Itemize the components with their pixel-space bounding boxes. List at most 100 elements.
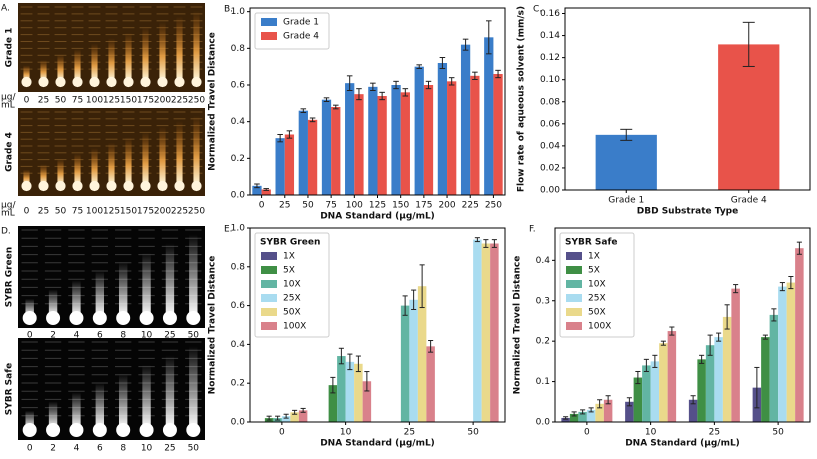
bar bbox=[484, 37, 494, 196]
x-tick-label: 25 bbox=[279, 201, 290, 211]
lane-label: 0 bbox=[27, 444, 33, 454]
bulb bbox=[69, 422, 84, 438]
y-tick-label: 0.6 bbox=[231, 81, 246, 91]
bar bbox=[414, 66, 424, 196]
legend-swatch bbox=[261, 280, 277, 288]
y-axis-label: Normalized Travel Distance bbox=[513, 256, 523, 395]
streak bbox=[95, 271, 105, 316]
bulb bbox=[22, 310, 37, 326]
streak bbox=[165, 355, 175, 428]
streak bbox=[72, 392, 81, 428]
bar bbox=[426, 346, 435, 422]
bulb bbox=[38, 180, 49, 192]
streak bbox=[142, 364, 151, 428]
bar bbox=[714, 337, 723, 422]
bulb bbox=[174, 180, 185, 192]
lane-label: 100 bbox=[86, 207, 103, 217]
lane-label: 0 bbox=[27, 331, 33, 341]
x-tick-label: 10 bbox=[645, 428, 657, 438]
lane-label: 25 bbox=[38, 207, 49, 217]
streak bbox=[142, 252, 151, 316]
panel-label: B. bbox=[224, 5, 233, 15]
legend-label: 5X bbox=[283, 266, 295, 276]
bulb bbox=[162, 310, 177, 326]
streak bbox=[40, 164, 47, 184]
bar bbox=[275, 138, 285, 195]
bar bbox=[786, 282, 796, 422]
bar bbox=[460, 44, 471, 195]
bar bbox=[298, 110, 308, 195]
lane-label: 200 bbox=[154, 207, 171, 217]
bar bbox=[578, 411, 587, 422]
bar bbox=[769, 314, 779, 422]
bar bbox=[321, 99, 332, 195]
streak bbox=[48, 289, 58, 316]
lane-label: 6 bbox=[97, 331, 103, 341]
bar bbox=[642, 365, 651, 422]
x-tick-label: Grade 1 bbox=[608, 196, 644, 206]
lane-label: 25 bbox=[164, 331, 175, 341]
y-tick-label: 0.12 bbox=[540, 53, 560, 63]
lane-label: 125 bbox=[103, 207, 120, 217]
lane-label: 8 bbox=[120, 444, 126, 454]
lane-label: 50 bbox=[188, 444, 200, 454]
bulb bbox=[157, 76, 168, 88]
legend-label: 1X bbox=[588, 252, 600, 262]
streak bbox=[25, 410, 34, 428]
bulb bbox=[106, 180, 117, 192]
lane-label: 4 bbox=[74, 331, 80, 341]
y-tick-label: 0.0 bbox=[536, 418, 551, 428]
streak bbox=[91, 43, 98, 80]
lane-label: 10 bbox=[141, 331, 153, 341]
x-tick-label: 0 bbox=[279, 428, 285, 438]
legend-label: Grade 1 bbox=[283, 18, 319, 28]
bulb bbox=[186, 422, 201, 438]
lane-label: 75 bbox=[72, 96, 83, 106]
streak bbox=[189, 346, 198, 428]
x-tick-label: 200 bbox=[438, 201, 455, 211]
streak bbox=[142, 131, 149, 184]
bar bbox=[778, 286, 787, 422]
bar bbox=[437, 63, 448, 195]
bar bbox=[667, 331, 677, 422]
bar bbox=[391, 85, 401, 195]
y-tick-label: 0.2 bbox=[231, 379, 245, 389]
panel-label: C. bbox=[533, 5, 542, 15]
y-tick-label: 0.8 bbox=[231, 262, 246, 272]
legend-swatch bbox=[261, 294, 277, 302]
x-tick-label: 25 bbox=[709, 428, 720, 438]
bar bbox=[377, 96, 387, 195]
bulb bbox=[89, 180, 100, 192]
bulb bbox=[21, 180, 32, 192]
bulb bbox=[157, 180, 168, 192]
bulb bbox=[46, 310, 61, 326]
bulb bbox=[116, 422, 131, 438]
streak bbox=[118, 373, 128, 428]
lane-label: 6 bbox=[97, 444, 103, 454]
x-tick-label: Grade 4 bbox=[731, 196, 767, 206]
y-tick-label: 0.16 bbox=[540, 9, 560, 19]
x-tick-label: 0 bbox=[259, 201, 265, 211]
bulb bbox=[191, 76, 202, 88]
legend-label: 100X bbox=[588, 322, 611, 332]
y-tick-label: 1.0 bbox=[231, 7, 246, 17]
lane-label: 2 bbox=[50, 331, 56, 341]
lane-label: 150 bbox=[120, 207, 137, 217]
bar bbox=[595, 403, 604, 422]
legend-swatch bbox=[566, 308, 582, 316]
bulb bbox=[174, 76, 185, 88]
x-tick-label: 250 bbox=[485, 201, 502, 211]
streak bbox=[25, 298, 34, 316]
bulb bbox=[139, 310, 154, 326]
lane-label: 0 bbox=[24, 207, 30, 217]
x-axis-label: DNA Standard (µg/mL) bbox=[625, 439, 740, 449]
legend-swatch bbox=[261, 32, 277, 40]
lane-label: 50 bbox=[55, 96, 67, 106]
legend-swatch bbox=[566, 294, 582, 302]
lane-label: 100 bbox=[86, 96, 103, 106]
streak bbox=[193, 115, 200, 184]
row-label: Grade 4 bbox=[5, 132, 15, 172]
x-tick-label: 10 bbox=[340, 428, 352, 438]
bar bbox=[409, 299, 418, 422]
